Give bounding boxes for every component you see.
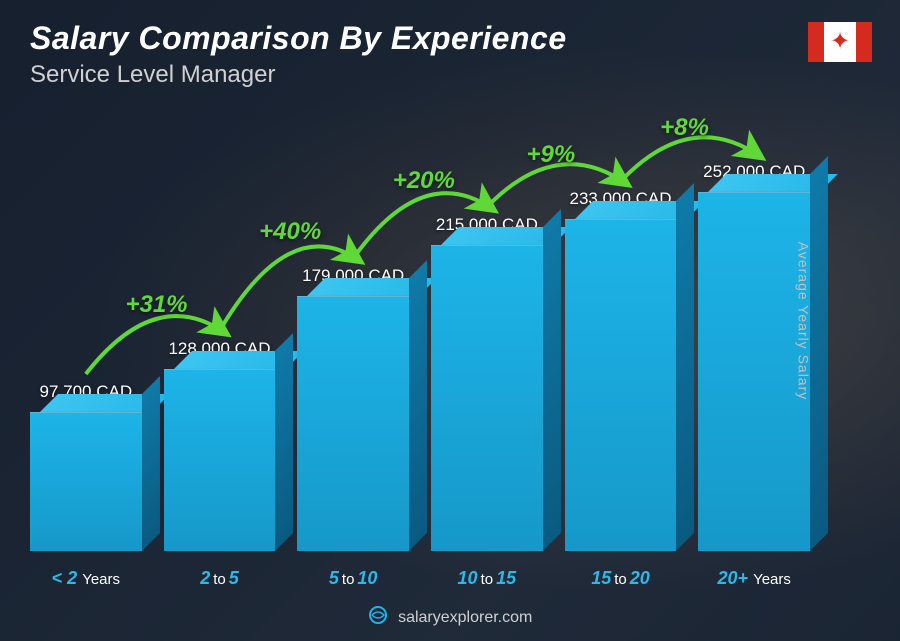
- x-axis-label: 2to5: [200, 568, 239, 589]
- percent-increase-label: +8%: [660, 114, 709, 142]
- bar: [565, 219, 677, 551]
- bar-front-face: [164, 369, 276, 551]
- flag-left-bar: [808, 22, 824, 62]
- bar-front-face: [698, 192, 810, 551]
- chart-title: Salary Comparison By Experience: [30, 20, 870, 57]
- bar-group: 179,000 CAD5to10: [297, 266, 409, 551]
- bar-side-face: [409, 260, 427, 551]
- x-axis-label: 20+ Years: [718, 568, 791, 589]
- bar-side-face: [275, 333, 293, 551]
- bar-group: 215,000 CAD10to15: [431, 215, 543, 551]
- bar-front-face: [30, 412, 142, 551]
- bar: [164, 369, 276, 551]
- x-axis-label: 10to15: [458, 568, 517, 589]
- percent-increase-label: +31%: [125, 291, 187, 319]
- bar-side-face: [142, 376, 160, 551]
- bar-front-face: [431, 245, 543, 551]
- bar-group: 252,000 CAD20+ Years: [698, 162, 810, 551]
- flag-right-bar: [856, 22, 872, 62]
- percent-increase-label: +40%: [259, 218, 321, 246]
- bar-front-face: [565, 219, 677, 551]
- bar-chart: 97,700 CAD< 2 Years128,000 CAD2to5179,00…: [30, 121, 810, 551]
- bar: [30, 412, 142, 551]
- y-axis-label: Average Yearly Salary: [795, 241, 811, 400]
- bar: [431, 245, 543, 551]
- percent-increase-label: +20%: [393, 167, 455, 195]
- bar-group: 233,000 CAD15to20: [565, 189, 677, 551]
- bar-side-face: [543, 209, 561, 551]
- maple-leaf-icon: ✦: [830, 30, 850, 54]
- footer-text: salaryexplorer.com: [398, 609, 532, 626]
- percent-increase-label: +9%: [526, 141, 575, 169]
- header: Salary Comparison By Experience Service …: [30, 20, 870, 89]
- bar: [698, 192, 810, 551]
- footer: salaryexplorer.com: [0, 602, 900, 627]
- logo-icon: [368, 605, 388, 630]
- x-axis-label: < 2 Years: [52, 568, 120, 589]
- x-axis-label: 15to20: [591, 568, 650, 589]
- bar-side-face: [676, 183, 694, 551]
- bar-front-face: [297, 296, 409, 551]
- flag-center: ✦: [824, 22, 856, 62]
- bar-side-face: [810, 156, 828, 551]
- bar-group: 97,700 CAD< 2 Years: [30, 382, 142, 551]
- x-axis-label: 5to10: [329, 568, 378, 589]
- chart-subtitle: Service Level Manager: [30, 61, 870, 89]
- bar: [297, 296, 409, 551]
- bar-group: 128,000 CAD2to5: [164, 339, 276, 551]
- country-flag: ✦: [808, 22, 872, 62]
